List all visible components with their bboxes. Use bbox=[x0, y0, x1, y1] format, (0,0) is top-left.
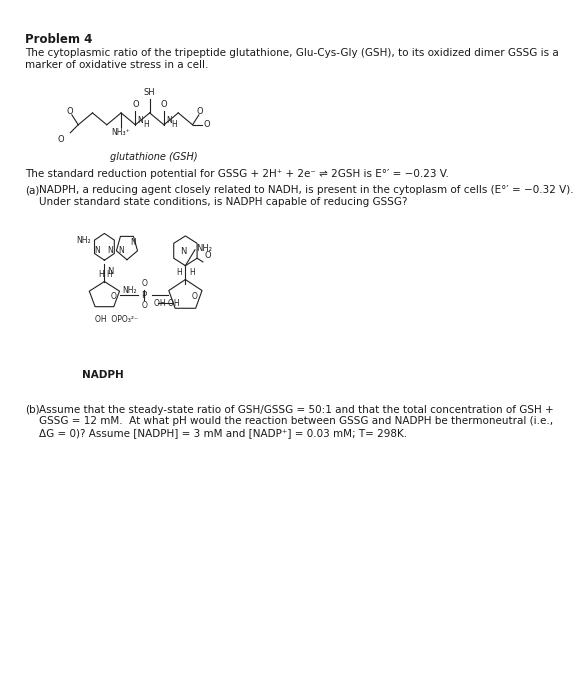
Text: glutathione (GSH): glutathione (GSH) bbox=[110, 152, 197, 162]
Text: NADPH: NADPH bbox=[82, 370, 124, 380]
Text: N: N bbox=[137, 116, 143, 125]
Text: O: O bbox=[161, 100, 167, 109]
Text: O: O bbox=[132, 100, 139, 109]
Text: O: O bbox=[204, 251, 211, 260]
Text: Under standard state conditions, is NADPH capable of reducing GSSG?: Under standard state conditions, is NADP… bbox=[39, 197, 408, 207]
Text: NADPH, a reducing agent closely related to NADH, is present in the cytoplasm of : NADPH, a reducing agent closely related … bbox=[39, 186, 574, 195]
Text: O: O bbox=[141, 301, 147, 310]
Text: SH: SH bbox=[144, 88, 156, 97]
Text: Assume that the steady-state ratio of GSH/GSSG = 50:1 and that the total concent: Assume that the steady-state ratio of GS… bbox=[39, 405, 554, 414]
Text: H: H bbox=[99, 270, 104, 279]
Text: H: H bbox=[189, 267, 195, 276]
Text: NH₂: NH₂ bbox=[123, 286, 137, 295]
Text: OH  OPO₃²⁻: OH OPO₃²⁻ bbox=[95, 315, 138, 324]
Text: NH₃⁺: NH₃⁺ bbox=[112, 128, 130, 136]
Text: O: O bbox=[192, 292, 198, 301]
Text: NH₂: NH₂ bbox=[197, 244, 212, 253]
Text: (b): (b) bbox=[25, 405, 40, 414]
Text: P: P bbox=[141, 291, 147, 300]
Text: ΔG = 0)? Assume [NADPH] = 3 mM and [NADP⁺] = 0.03 mM; T= 298K.: ΔG = 0)? Assume [NADPH] = 3 mM and [NADP… bbox=[39, 428, 407, 438]
Text: (a): (a) bbox=[25, 186, 39, 195]
Text: N: N bbox=[166, 116, 171, 125]
Text: The standard reduction potential for GSSG + 2H⁺ + 2e⁻ ⇌ 2GSH is E°′ = −0.23 V.: The standard reduction potential for GSS… bbox=[25, 169, 449, 179]
Text: H: H bbox=[106, 270, 112, 279]
Text: N: N bbox=[95, 246, 100, 256]
Text: marker of oxidative stress in a cell.: marker of oxidative stress in a cell. bbox=[25, 60, 208, 70]
Text: O: O bbox=[197, 107, 203, 116]
Text: O: O bbox=[204, 120, 210, 130]
Text: N: N bbox=[119, 246, 124, 256]
Text: Problem 4: Problem 4 bbox=[25, 32, 92, 46]
Text: O: O bbox=[141, 279, 147, 288]
Text: O: O bbox=[58, 134, 64, 144]
Text: GSSG = 12 mM.  At what pH would the reaction between GSSG and NADPH be thermoneu: GSSG = 12 mM. At what pH would the react… bbox=[39, 416, 554, 426]
Text: OH OH: OH OH bbox=[154, 299, 179, 308]
Text: H: H bbox=[171, 120, 177, 130]
Text: H: H bbox=[143, 120, 149, 130]
Text: O: O bbox=[67, 107, 73, 116]
Text: N: N bbox=[180, 247, 186, 256]
Text: H: H bbox=[176, 267, 182, 276]
Text: O: O bbox=[110, 292, 116, 301]
Text: The cytoplasmic ratio of the tripeptide glutathione, Glu-Cys-Gly (GSH), to its o: The cytoplasmic ratio of the tripeptide … bbox=[25, 48, 559, 58]
Text: N: N bbox=[107, 267, 113, 276]
Text: NH₂: NH₂ bbox=[76, 236, 90, 244]
Text: N: N bbox=[130, 239, 136, 248]
Text: N: N bbox=[107, 246, 113, 256]
